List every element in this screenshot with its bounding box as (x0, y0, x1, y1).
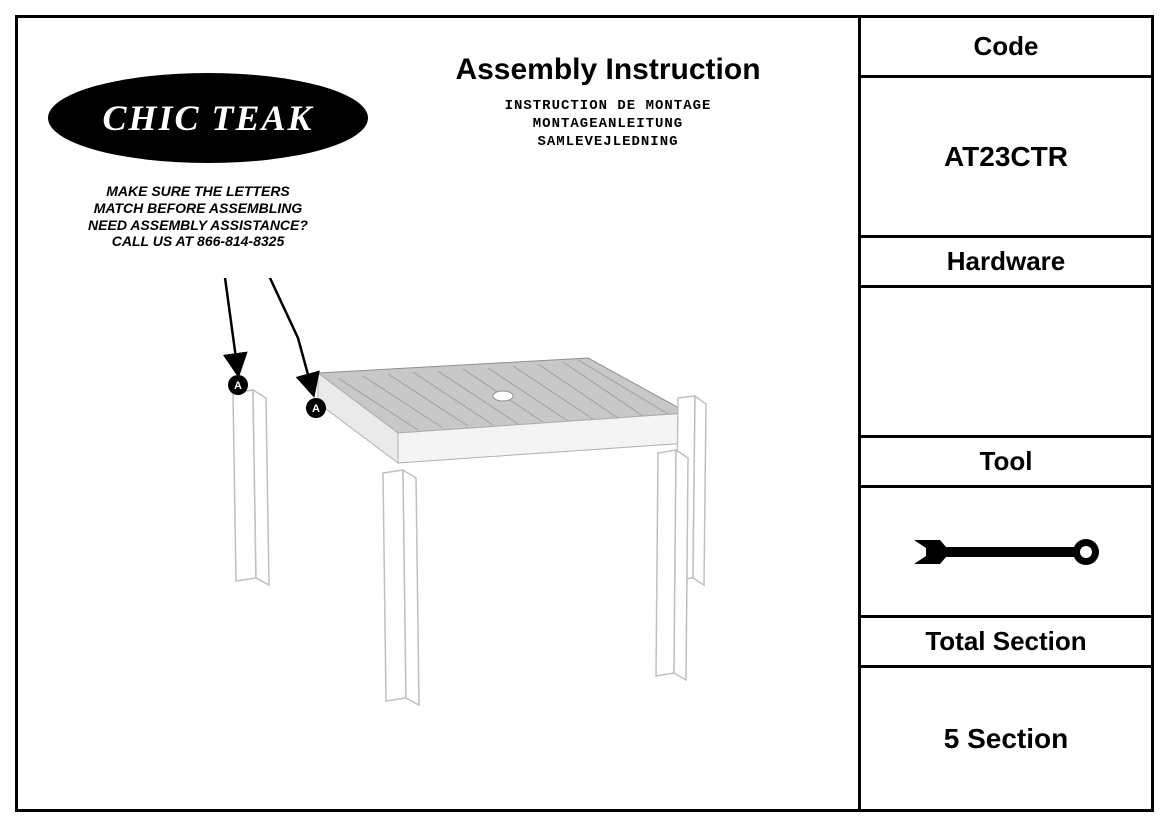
brand-logo: CHIC TEAK (48, 73, 368, 163)
note-line: MAKE SURE THE LETTERS (68, 183, 328, 200)
hardware-header: Hardware (861, 238, 1151, 288)
code-value: AT23CTR (861, 78, 1151, 238)
note-line: NEED ASSEMBLY ASSISTANCE? (68, 217, 328, 234)
marker-a-1: A (228, 375, 248, 395)
main-panel: CHIC TEAK Assembly Instruction INSTRUCTI… (18, 18, 861, 809)
subtitle-dk: SAMLEVEJLEDNING (388, 133, 828, 151)
hardware-value (861, 288, 1151, 438)
tool-header: Tool (861, 438, 1151, 488)
code-header: Code (861, 18, 1151, 78)
instruction-sheet: CHIC TEAK Assembly Instruction INSTRUCTI… (15, 15, 1154, 812)
marker-label: A (234, 380, 242, 392)
note-line: CALL US AT 866-814-8325 (68, 233, 328, 250)
assembly-note: MAKE SURE THE LETTERS MATCH BEFORE ASSEM… (68, 183, 328, 250)
wrench-icon (906, 532, 1106, 572)
tool-value (861, 488, 1151, 618)
total-section-header: Total Section (861, 618, 1151, 668)
brand-logo-text: CHIC TEAK (48, 73, 368, 163)
total-section-value: 5 Section (861, 668, 1151, 809)
title-block: Assembly Instruction INSTRUCTION DE MONT… (388, 53, 828, 152)
marker-label: A (312, 403, 320, 415)
assembly-diagram: A A (168, 278, 728, 738)
note-line: MATCH BEFORE ASSEMBLING (68, 200, 328, 217)
subtitle-de: MONTAGEANLEITUNG (388, 115, 828, 133)
side-panel: Code AT23CTR Hardware Tool Total Section… (861, 18, 1151, 809)
table-top (318, 358, 688, 463)
main-title: Assembly Instruction (388, 53, 828, 87)
subtitle-fr: INSTRUCTION DE MONTAGE (388, 97, 828, 115)
marker-a-2: A (306, 398, 326, 418)
